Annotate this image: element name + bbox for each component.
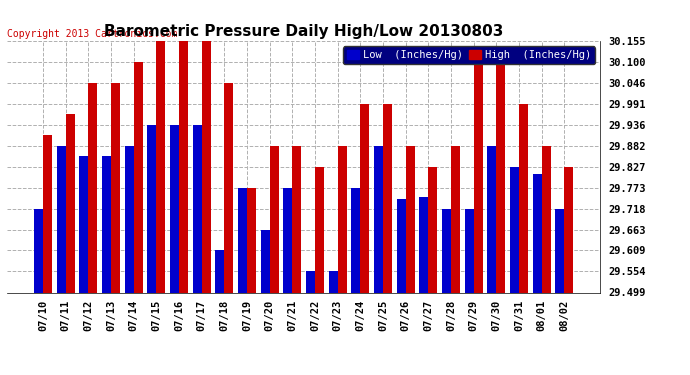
Bar xyxy=(88,83,97,292)
Bar xyxy=(555,209,564,292)
Bar xyxy=(328,272,337,292)
Bar xyxy=(261,230,270,292)
Bar xyxy=(533,174,542,292)
Bar xyxy=(374,146,383,292)
Bar xyxy=(383,104,392,292)
Bar xyxy=(397,199,406,292)
Bar xyxy=(102,156,111,292)
Bar xyxy=(351,188,360,292)
Bar xyxy=(451,146,460,292)
Bar xyxy=(66,114,75,292)
Bar xyxy=(156,41,166,292)
Bar xyxy=(283,188,293,292)
Bar xyxy=(134,62,143,292)
Bar xyxy=(428,167,437,292)
Bar xyxy=(406,146,415,292)
Bar xyxy=(224,83,233,292)
Text: Copyright 2013 Cartronics.com: Copyright 2013 Cartronics.com xyxy=(8,29,178,39)
Bar xyxy=(193,125,201,292)
Title: Barometric Pressure Daily High/Low 20130803: Barometric Pressure Daily High/Low 20130… xyxy=(104,24,503,39)
Bar xyxy=(420,197,428,292)
Bar xyxy=(337,146,346,292)
Bar xyxy=(215,251,224,292)
Bar xyxy=(519,104,528,292)
Bar xyxy=(124,146,134,292)
Bar xyxy=(79,156,88,292)
Bar xyxy=(315,167,324,292)
Bar xyxy=(564,167,573,292)
Bar xyxy=(238,188,247,292)
Bar xyxy=(496,62,505,292)
Legend: Low  (Inches/Hg), High  (Inches/Hg): Low (Inches/Hg), High (Inches/Hg) xyxy=(343,46,595,64)
Bar xyxy=(170,125,179,292)
Bar xyxy=(111,83,120,292)
Bar xyxy=(473,62,483,292)
Bar xyxy=(57,146,66,292)
Bar xyxy=(542,146,551,292)
Bar xyxy=(43,135,52,292)
Bar xyxy=(34,209,43,292)
Bar xyxy=(360,104,369,292)
Bar xyxy=(270,146,279,292)
Bar xyxy=(293,146,302,292)
Bar xyxy=(179,41,188,292)
Bar xyxy=(442,209,451,292)
Bar xyxy=(201,41,210,292)
Bar xyxy=(147,125,156,292)
Bar xyxy=(306,272,315,292)
Bar xyxy=(487,146,496,292)
Bar xyxy=(464,209,473,292)
Bar xyxy=(510,167,519,292)
Bar xyxy=(247,188,256,292)
